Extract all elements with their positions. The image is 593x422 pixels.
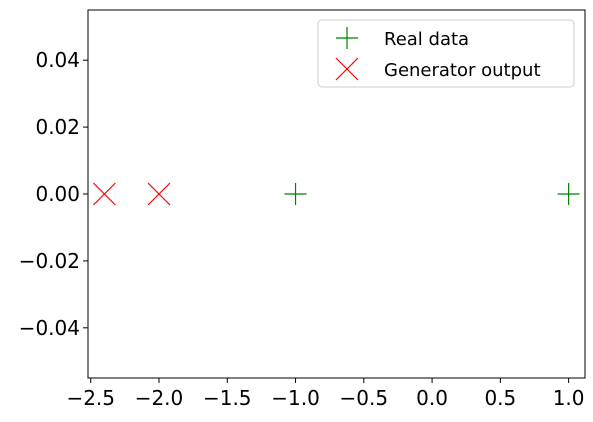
real-data-point [557, 183, 580, 205]
y-tick-label: −0.04 [19, 316, 80, 340]
data-points [92, 182, 580, 206]
y-axis: 0.04 0.02 0.00 −0.02 −0.04 [19, 48, 88, 340]
generator-output-point [92, 182, 116, 206]
legend-plus-marker [336, 27, 358, 49]
x-tick-label: −0.5 [340, 386, 389, 410]
y-tick-label: 0.02 [35, 115, 80, 139]
legend-box [317, 19, 575, 88]
x-tick-label: −1.5 [203, 386, 252, 410]
x-tick-label: 0.0 [416, 386, 448, 410]
y-tick-label: −0.02 [19, 249, 80, 273]
generator-output-point [147, 182, 171, 206]
legend-x-marker [335, 57, 359, 81]
x-tick-label: −1.0 [271, 386, 320, 410]
x-tick-label: 0.5 [484, 386, 516, 410]
legend: Real data Generator output [317, 19, 575, 88]
legend-label: Generator output [384, 60, 541, 81]
y-tick-label: 0.04 [35, 48, 80, 72]
legend-label: Real data [384, 29, 469, 50]
x-axis: −2.5 −2.0 −1.5 −1.0 −0.5 0.0 0.5 1.0 [66, 378, 585, 410]
real-data-point [284, 183, 307, 205]
x-tick-label: 1.0 [553, 386, 585, 410]
x-tick-label: −2.0 [135, 386, 184, 410]
x-tick-label: −2.5 [66, 386, 115, 410]
y-tick-label: 0.00 [35, 182, 80, 206]
